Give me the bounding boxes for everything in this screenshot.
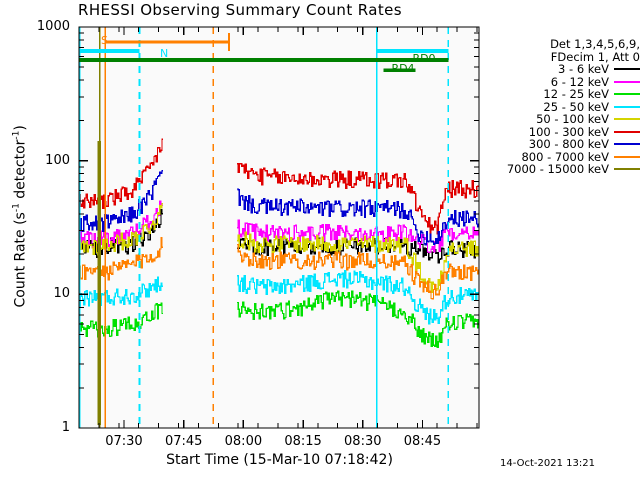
x-axis-tick-label: 08:30 [344, 434, 382, 449]
legend-entry-label: 300 - 800 keV [528, 137, 609, 152]
legend-color-swatch [614, 155, 640, 158]
legend-color-swatch [614, 118, 640, 121]
flag-label-s: S [101, 34, 108, 47]
legend-color-swatch [614, 168, 640, 171]
legend-color-swatch [614, 68, 640, 71]
legend-entry-label: 6 - 12 keV [550, 74, 609, 89]
x-axis-tick-label: 07:30 [105, 434, 143, 449]
legend-entry-label: 25 - 50 keV [543, 99, 609, 114]
data-series-line [79, 202, 164, 256]
data-series-line [236, 231, 479, 294]
legend-entry-label: 50 - 100 keV [536, 112, 609, 127]
legend-entry: 12 - 25 keV [485, 87, 640, 102]
data-series-line [79, 237, 164, 281]
flag-label-rd4: RD4 [391, 62, 414, 75]
legend-entry-label: 12 - 25 keV [543, 87, 609, 102]
legend-entry-label: 7000 - 15000 keV [506, 162, 609, 177]
legend-color-swatch [614, 130, 640, 133]
x-axis-tick-label: 08:45 [403, 434, 442, 449]
flag-label-n: N [160, 47, 168, 60]
x-axis-label: Start Time (15-Mar-10 07:18:42) [166, 452, 393, 468]
data-series-line [236, 290, 479, 348]
legend-entries: 3 - 6 keV 6 - 12 keV 12 - 25 keV 25 - 50 ke… [485, 62, 640, 177]
legend-entry: 6 - 12 keV [485, 74, 640, 89]
data-series-line [236, 163, 479, 235]
legend-header-detectors: Det 1,3,4,5,6,9, [550, 37, 640, 51]
legend: Det 1,3,4,5,6,9, FDecim 1, Att 0 3 - 6 k… [485, 38, 640, 176]
data-series-line [79, 138, 164, 209]
legend-color-swatch [614, 93, 640, 96]
data-series-line [236, 188, 479, 246]
data-series-line [79, 302, 164, 338]
y-axis-tick-label: 1 [61, 420, 70, 435]
legend-entry: 300 - 800 keV [485, 137, 640, 152]
x-axis-tick-label: 08:00 [224, 434, 263, 449]
legend-header-decim: FDecim 1, Att 0 [550, 49, 640, 64]
data-series-line [236, 243, 479, 300]
legend-color-swatch [614, 80, 640, 83]
y-axis-tick-label: 10 [53, 286, 70, 302]
page-title: RHESSI Observing Summary Count Rates [78, 1, 402, 19]
legend-entry: 100 - 300 keV [485, 124, 640, 139]
flag-label-rd0: RD0 [412, 52, 435, 65]
render-timestamp: 14-Oct-2021 13:21 [500, 458, 595, 469]
x-axis-tick-label: 07:45 [164, 434, 203, 449]
legend-color-swatch [614, 143, 640, 146]
data-series-line [79, 169, 164, 232]
legend-entry-label: 3 - 6 keV [558, 62, 609, 77]
plot-frame [78, 26, 480, 429]
legend-entry-label: 800 - 7000 keV [521, 149, 609, 164]
data-series-line [236, 269, 479, 325]
legend-entry: 3 - 6 keV [485, 62, 640, 77]
data-series-line [79, 276, 164, 308]
legend-entry: 50 - 100 keV [485, 112, 640, 127]
y-axis-tick-label: 100 [45, 152, 70, 168]
legend-entry-label: 100 - 300 keV [528, 124, 609, 139]
legend-color-swatch [614, 105, 640, 108]
x-axis-tick-label: 08:15 [284, 434, 322, 449]
legend-entry: 25 - 50 keV [485, 99, 640, 114]
legend-entry: 800 - 7000 keV [485, 149, 640, 164]
legend-entry: 7000 - 15000 keV [485, 162, 640, 177]
y-axis-tick-label: 1000 [36, 19, 70, 34]
